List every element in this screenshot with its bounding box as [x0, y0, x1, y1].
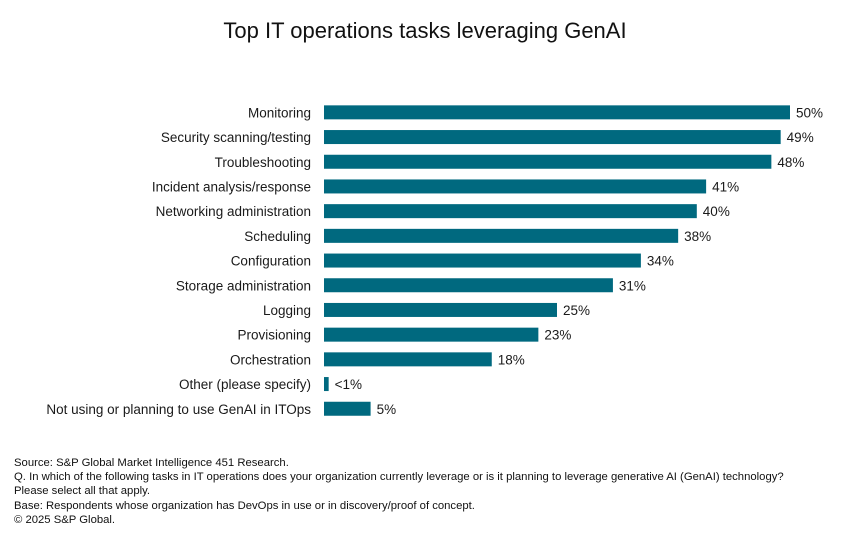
copyright-note: © 2025 S&P Global.	[14, 513, 116, 526]
category-label: Not using or planning to use GenAI in IT…	[46, 402, 311, 417]
value-label: 31%	[619, 278, 646, 293]
value-label: 5%	[377, 402, 397, 417]
value-label: 38%	[684, 229, 711, 244]
category-label: Provisioning	[237, 328, 311, 343]
chart-notes: Source: S&P Global Market Intelligence 4…	[14, 456, 814, 527]
value-label: 23%	[544, 328, 571, 343]
bar	[324, 204, 697, 219]
bar	[324, 130, 781, 145]
value-label: <1%	[335, 377, 362, 392]
bar	[324, 228, 679, 243]
value-label: 50%	[796, 105, 823, 120]
bar	[324, 154, 772, 169]
value-label: 18%	[498, 352, 525, 367]
value-label: 48%	[777, 155, 804, 170]
category-label: Logging	[263, 303, 311, 318]
category-label: Monitoring	[248, 105, 311, 120]
category-label: Troubleshooting	[215, 155, 311, 170]
bar	[324, 278, 613, 293]
bar	[324, 179, 707, 194]
bar	[324, 352, 492, 367]
category-label: Security scanning/testing	[161, 130, 311, 145]
category-label: Scheduling	[244, 229, 311, 244]
bar	[324, 302, 557, 317]
bar	[324, 327, 539, 342]
chart-title: Top IT operations tasks leveraging GenAI	[223, 18, 627, 43]
bar-chart: Monitoring 50% Security scanning/testing 49…	[46, 105, 823, 417]
bar	[324, 253, 641, 268]
base-note: Base: Respondents whose organization has…	[14, 499, 475, 512]
source-note: Source: S&P Global Market Intelligence 4…	[14, 457, 289, 469]
bar	[324, 105, 790, 120]
value-label: 49%	[787, 130, 814, 145]
category-label: Networking administration	[156, 204, 311, 219]
category-label: Other (please specify)	[179, 377, 311, 392]
bar	[324, 377, 329, 392]
value-label: 34%	[647, 254, 674, 269]
value-label: 41%	[712, 179, 739, 194]
question-note: Q. In which of the following tasks in IT…	[14, 471, 784, 498]
category-label: Storage administration	[176, 278, 311, 293]
category-label: Incident analysis/response	[152, 179, 311, 194]
bar	[324, 401, 371, 416]
value-label: 25%	[563, 303, 590, 318]
category-label: Orchestration	[230, 352, 311, 367]
category-label: Configuration	[231, 254, 311, 269]
value-label: 40%	[703, 204, 730, 219]
